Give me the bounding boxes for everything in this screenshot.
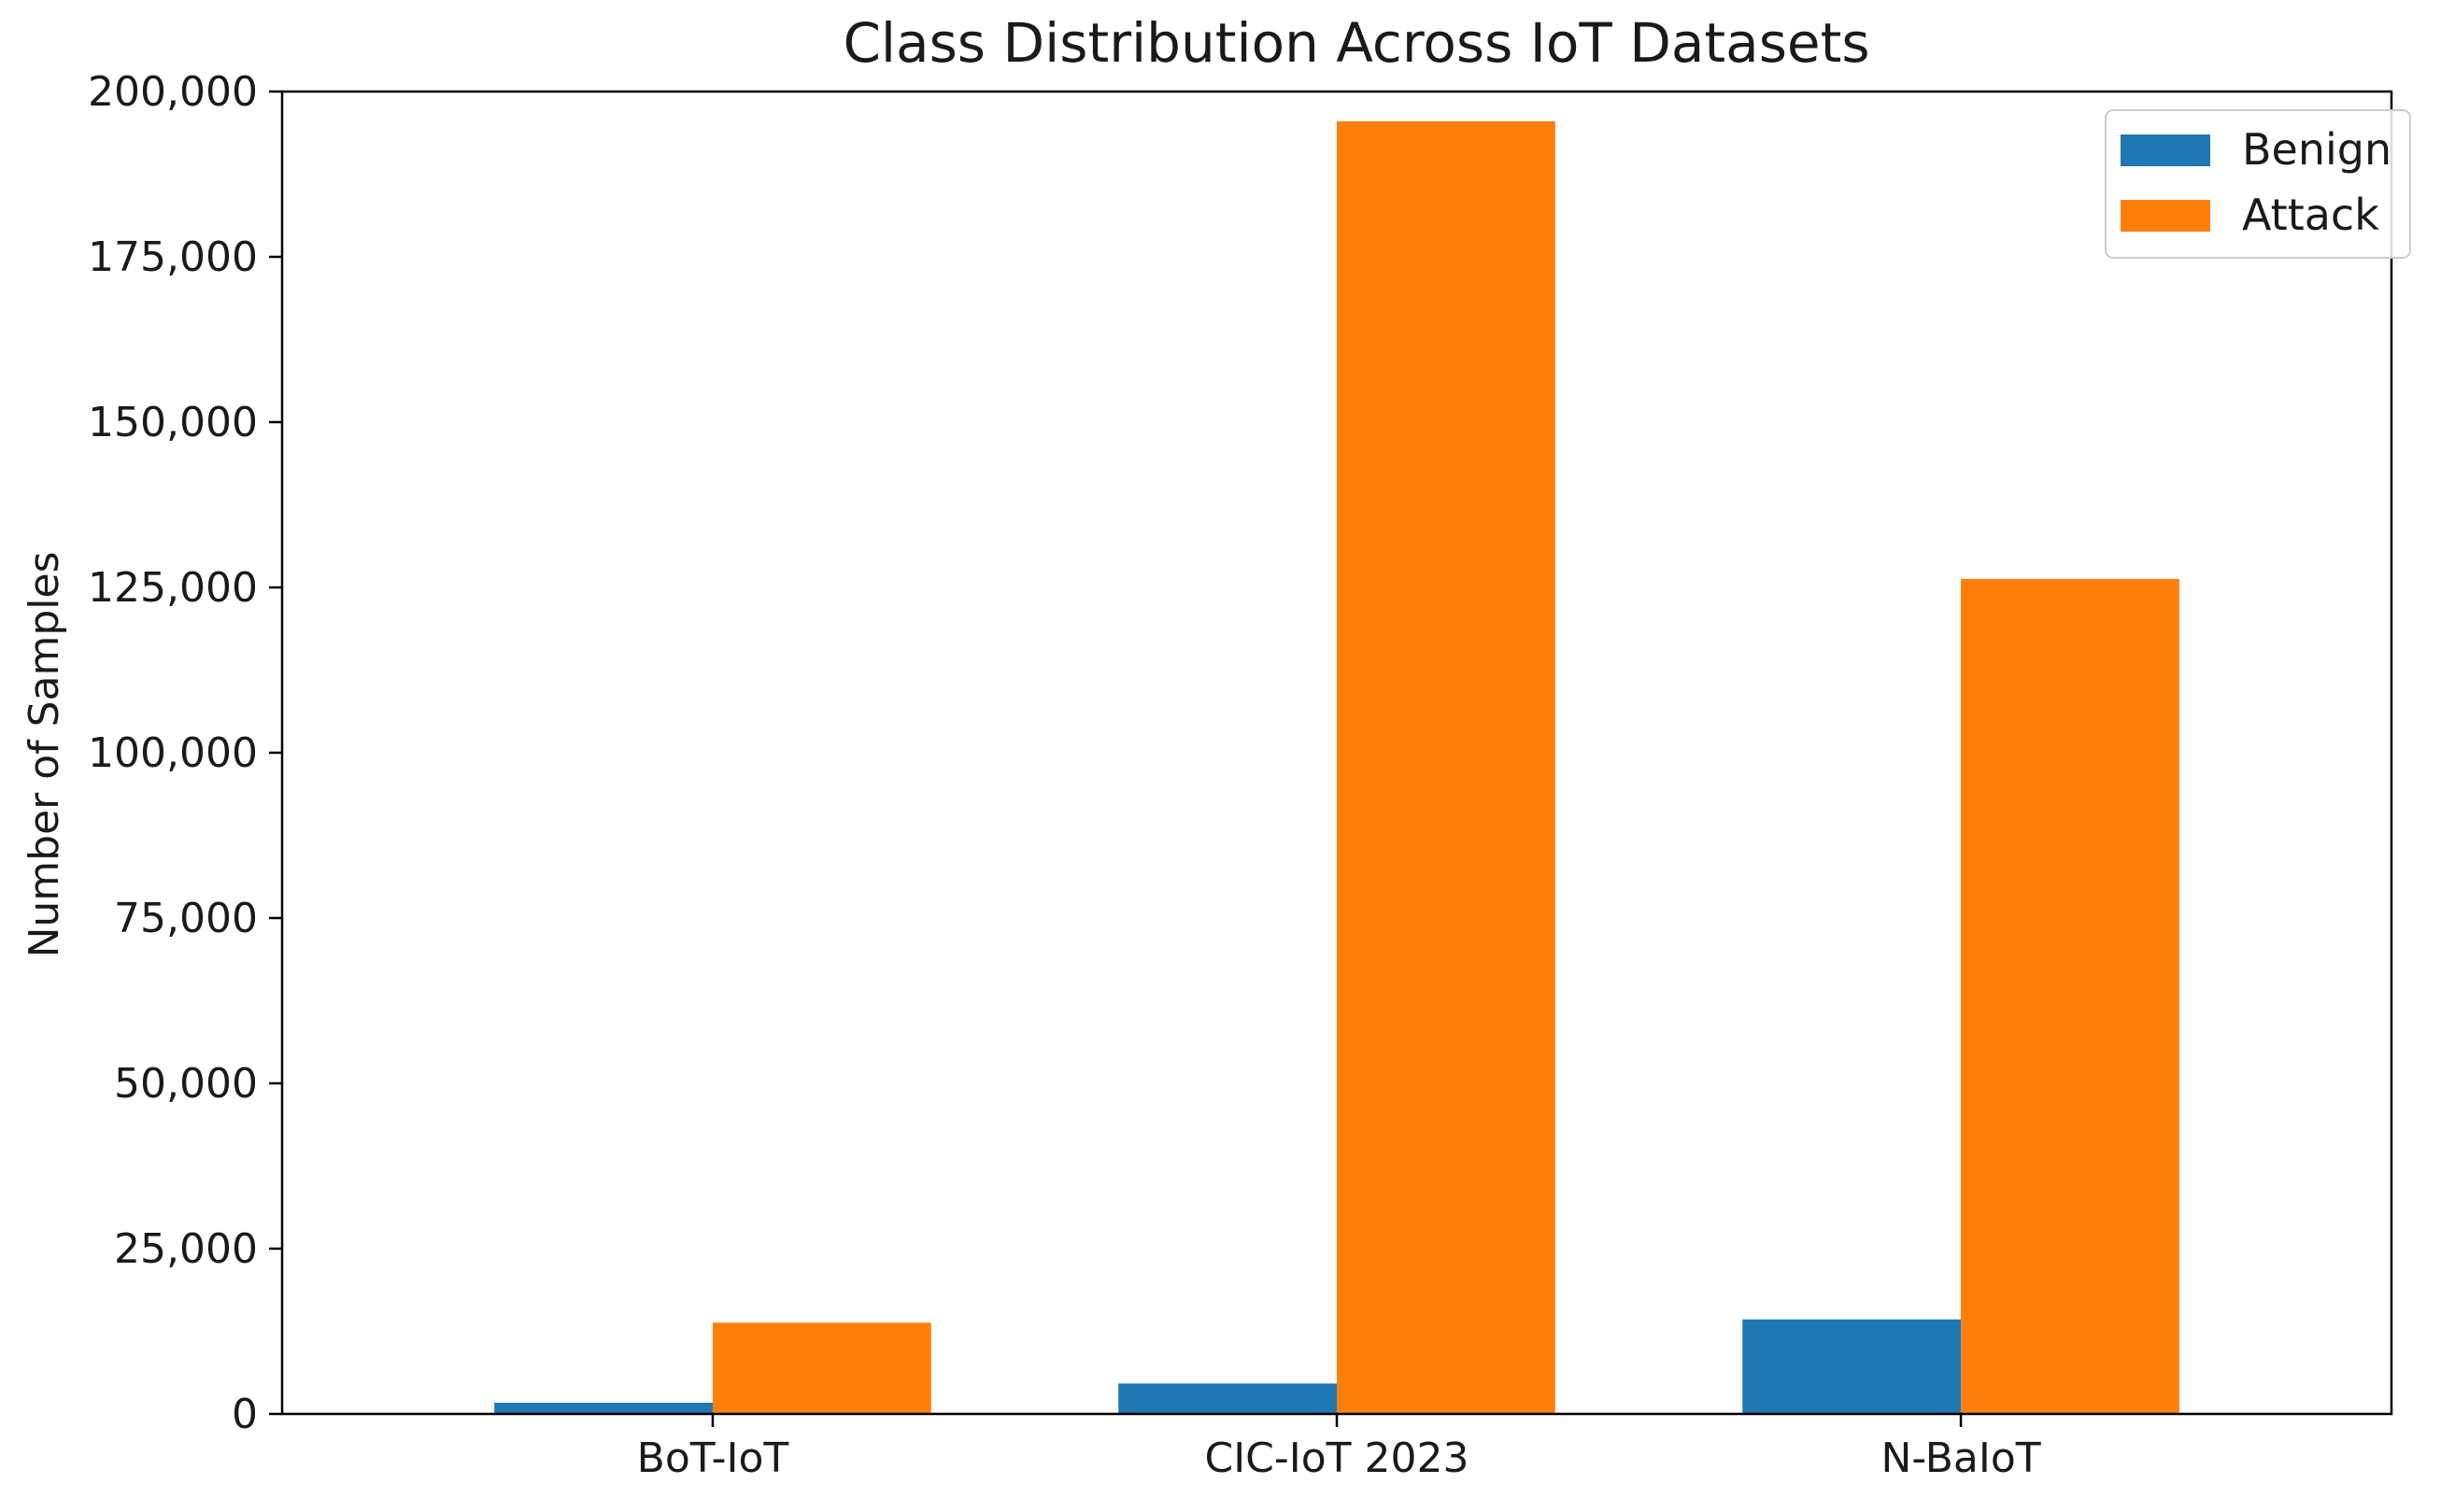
y-tick-label: 125,000 [88,564,258,612]
y-tick-label: 200,000 [88,68,258,116]
bar-benign-n-baiot [1742,1319,1962,1414]
y-tick-label: 0 [232,1391,258,1438]
y-tick-label: 25,000 [114,1225,258,1273]
legend-label-benign: Benign [2242,124,2391,175]
x-tick-label: CIC-IoT 2023 [1204,1434,1469,1482]
x-tick-label: BoT-IoT [637,1434,789,1482]
bar-benign-cic-iot-2023 [1118,1383,1337,1414]
legend: Benign Attack [2105,109,2411,259]
y-tick-label: 50,000 [114,1060,258,1108]
legend-swatch-attack [2121,200,2210,232]
bar-attack-n-baiot [1961,578,2179,1414]
y-tick-label: 75,000 [114,895,258,942]
legend-swatch-benign [2121,134,2210,166]
axes-layer: 0 25,000 50,000 75,000 100,000 125,000 150,000… [88,68,2393,1482]
bar-attack-cic-iot-2023 [1337,120,1555,1415]
chart-title: Class Distribution Across IoT Datasets [843,11,1869,75]
legend-label-attack: Attack [2242,190,2379,240]
bar-benign-bot-iot [494,1402,713,1414]
y-axis-label: Number of Samples [21,551,68,957]
y-tick-label: 100,000 [88,729,258,777]
bars-layer [494,120,2179,1415]
y-tick-label: 175,000 [88,233,258,281]
plot-frame [280,90,2393,1416]
x-tick-label: N-BaIoT [1880,1434,2040,1482]
y-tick-label: 150,000 [88,399,258,446]
bar-attack-bot-iot [712,1322,931,1414]
